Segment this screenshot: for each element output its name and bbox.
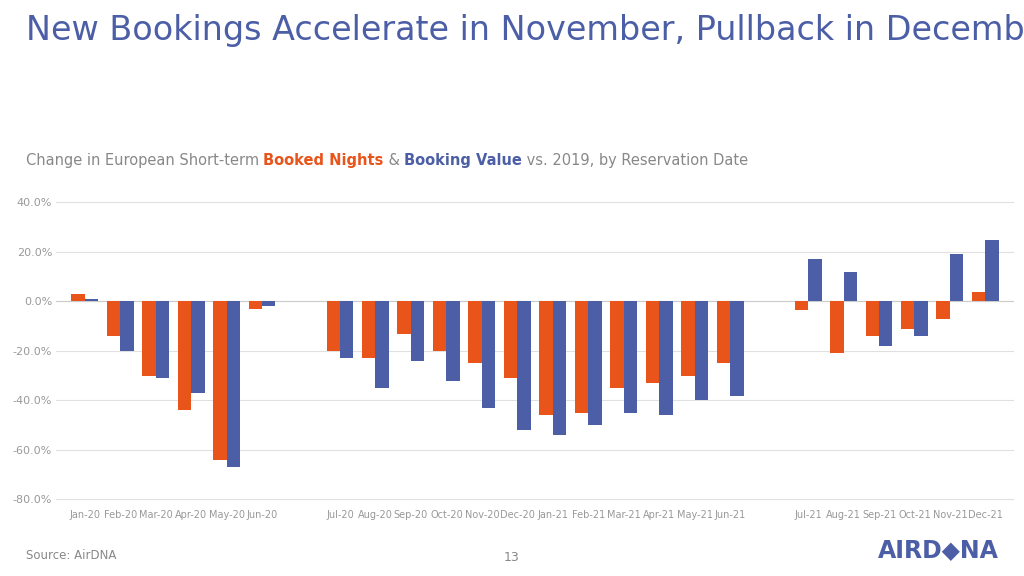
Bar — [610, 301, 624, 388]
Bar — [213, 301, 226, 460]
Bar — [694, 301, 708, 400]
Bar — [914, 301, 928, 336]
Bar — [937, 301, 950, 319]
Bar — [482, 301, 496, 408]
Bar — [249, 301, 262, 309]
Bar — [106, 301, 120, 336]
Bar — [972, 291, 985, 301]
Text: Booked Nights: Booked Nights — [263, 153, 384, 168]
Bar — [85, 299, 98, 301]
Bar — [340, 301, 353, 358]
Bar — [72, 294, 85, 301]
Text: New Bookings Accelerate in November, Pullback in December: New Bookings Accelerate in November, Pul… — [26, 14, 1024, 47]
Bar — [553, 301, 566, 435]
Bar — [376, 301, 389, 388]
Bar — [646, 301, 659, 383]
Text: Source: AirDNA: Source: AirDNA — [26, 548, 116, 562]
Bar — [411, 301, 424, 361]
Text: vs. 2019, by Reservation Date: vs. 2019, by Reservation Date — [522, 153, 749, 168]
Bar — [795, 301, 808, 310]
Bar — [446, 301, 460, 381]
Bar — [730, 301, 743, 396]
Text: &: & — [384, 153, 404, 168]
Bar — [830, 301, 844, 354]
Bar — [950, 255, 964, 301]
Bar — [156, 301, 169, 378]
Bar — [844, 272, 857, 301]
Bar — [879, 301, 893, 346]
Text: 13: 13 — [504, 551, 520, 564]
Bar — [226, 301, 240, 467]
Bar — [468, 301, 482, 363]
Text: AIRD◆NA: AIRD◆NA — [878, 537, 998, 562]
Bar — [504, 301, 517, 378]
Bar — [901, 301, 914, 329]
Text: Change in European Short-term: Change in European Short-term — [26, 153, 263, 168]
Bar — [574, 301, 588, 413]
Bar — [327, 301, 340, 351]
Bar — [177, 301, 191, 410]
Bar — [362, 301, 376, 358]
Bar — [397, 301, 411, 334]
Bar — [433, 301, 446, 351]
Bar — [808, 259, 821, 301]
Bar — [865, 301, 879, 336]
Bar — [717, 301, 730, 363]
Bar — [517, 301, 530, 430]
Bar — [262, 301, 275, 306]
Bar — [985, 240, 998, 301]
Bar — [624, 301, 637, 413]
Text: Booking Value: Booking Value — [404, 153, 522, 168]
Bar — [659, 301, 673, 415]
Bar — [588, 301, 602, 425]
Bar — [120, 301, 133, 351]
Bar — [191, 301, 205, 393]
Bar — [142, 301, 156, 376]
Bar — [681, 301, 694, 376]
Bar — [540, 301, 553, 415]
